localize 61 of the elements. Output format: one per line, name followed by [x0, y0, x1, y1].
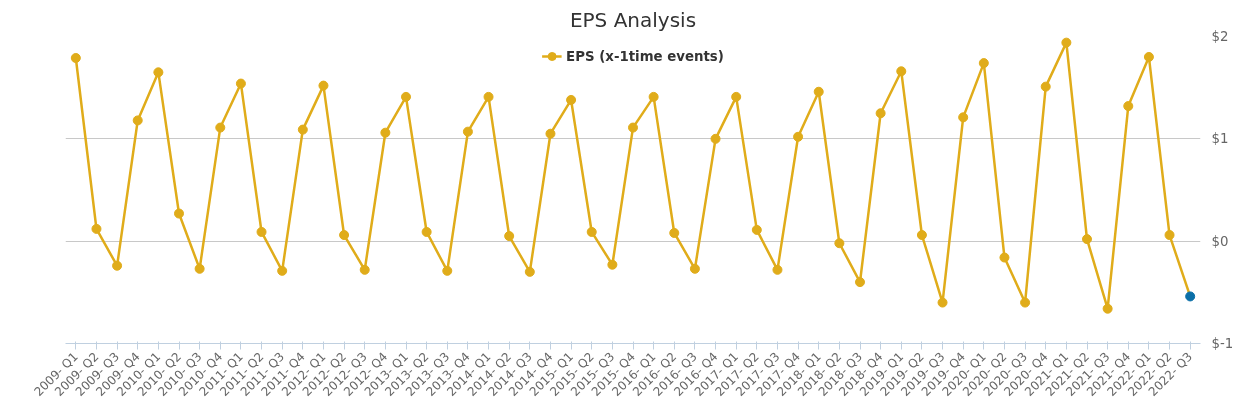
point — [916, 230, 927, 241]
point — [1123, 101, 1134, 112]
point — [772, 264, 783, 275]
point — [1040, 81, 1051, 92]
point — [586, 226, 597, 237]
point — [834, 238, 845, 249]
point — [380, 127, 391, 138]
point — [132, 115, 143, 126]
point — [421, 226, 432, 237]
y-tick-label: $2 — [1211, 29, 1229, 44]
point — [153, 67, 164, 78]
point — [1082, 234, 1092, 245]
point — [958, 112, 969, 123]
point — [1185, 291, 1196, 302]
point — [256, 226, 267, 237]
point — [215, 122, 226, 133]
legend-label: EPS (x-1time events) — [566, 48, 724, 64]
point — [70, 53, 81, 63]
point — [669, 227, 680, 238]
y-tick-label: $1 — [1211, 131, 1229, 147]
y-tick-label: $-1 — [1211, 336, 1234, 351]
point — [112, 260, 123, 271]
point — [235, 78, 246, 89]
point — [462, 126, 473, 137]
point — [318, 80, 329, 91]
point — [648, 91, 659, 102]
point — [1061, 37, 1072, 48]
point — [91, 223, 102, 234]
point — [731, 91, 742, 102]
point — [566, 94, 577, 105]
point — [524, 266, 535, 277]
point — [194, 263, 205, 274]
point — [1020, 297, 1031, 308]
point — [896, 66, 907, 77]
point — [359, 264, 370, 275]
point — [937, 297, 948, 308]
point — [999, 252, 1010, 263]
point — [875, 108, 886, 119]
point — [1143, 51, 1154, 62]
y-tick-label: $0 — [1211, 233, 1229, 249]
point — [401, 91, 411, 102]
point — [793, 131, 804, 142]
point — [1102, 303, 1113, 314]
point — [1164, 230, 1175, 241]
point — [689, 263, 700, 274]
point — [483, 91, 494, 102]
point — [545, 128, 556, 139]
point — [339, 230, 350, 241]
point — [297, 124, 308, 135]
point — [855, 277, 865, 288]
point — [607, 259, 618, 270]
point — [442, 265, 453, 276]
point — [174, 208, 184, 219]
point — [277, 265, 288, 276]
point — [504, 231, 515, 242]
point — [710, 133, 721, 144]
point — [751, 224, 762, 235]
point — [813, 86, 824, 97]
point — [628, 122, 638, 133]
chart-title: EPS Analysis — [569, 7, 697, 32]
point — [978, 58, 989, 69]
